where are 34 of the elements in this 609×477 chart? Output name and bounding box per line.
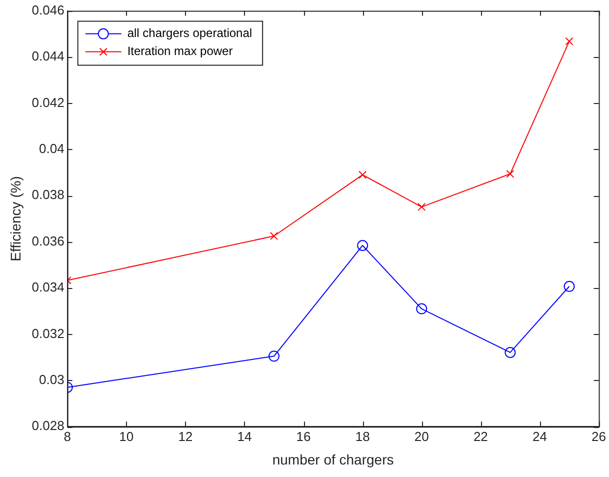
y-tick-label: 0.034 [32,280,64,295]
point [358,170,367,179]
x-tick-label: 16 [296,428,311,444]
point [564,280,575,292]
y-tick-label: 0.028 [32,418,64,434]
x-tick-label: 18 [355,428,370,444]
point [418,202,426,211]
x-tick-label: 14 [237,428,252,444]
y-tick-label: 0.044 [32,48,64,64]
x-tick-label: 8 [64,428,71,444]
x-axis-title: number of chargers [272,451,394,468]
y-tick-label: 0.046 [32,2,64,18]
y-tick-label: 0.032 [32,326,64,341]
legend-label: Iteration max power [127,44,233,58]
point [357,240,368,251]
y-tick-label: 0.038 [32,187,64,202]
point [504,346,516,358]
y-tick-label: 0.03 [39,372,64,387]
y-tick-label: 0.04 [39,140,64,156]
y-tick-label: 0.042 [32,94,64,110]
x-tick-label: 26 [592,428,606,444]
y-axis-title: Efficiency (%) [7,176,24,262]
x-tick-label: 20 [414,428,429,444]
x-tick-label: 24 [532,428,547,444]
x-tick-label: 22 [473,428,488,444]
point [268,350,280,362]
point [416,303,428,314]
point [565,37,574,46]
legend-label: all chargers operational [127,26,252,40]
y-tick-label: 0.036 [32,233,64,248]
point [270,232,278,240]
x-tick-label: 12 [178,428,193,444]
x-tick-label: 10 [119,428,134,444]
point [506,170,514,178]
